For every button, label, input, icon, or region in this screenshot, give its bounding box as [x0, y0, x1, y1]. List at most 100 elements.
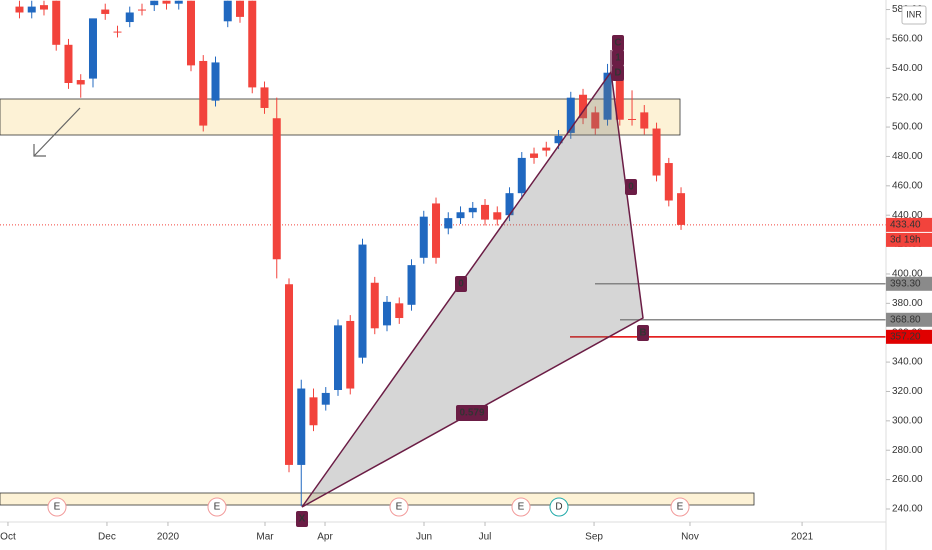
currency: INR — [906, 9, 922, 19]
candle-body — [579, 94, 588, 119]
pattern-label-box — [455, 276, 467, 292]
candle-body — [652, 128, 661, 176]
candle-body — [358, 244, 367, 358]
plot-area: E E E E D E — [0, 0, 886, 517]
y-tick-label: 240.00 — [892, 504, 923, 515]
candle-body — [52, 0, 61, 45]
price-tag-label: 433.40 — [890, 220, 921, 231]
pattern-label: 0.579 — [459, 408, 484, 419]
pattern-label: D — [614, 68, 621, 79]
pattern-label: 0 — [628, 182, 634, 193]
event-label: E — [54, 502, 61, 513]
candle-body — [27, 6, 36, 13]
candle-body — [615, 80, 624, 120]
candle-body — [285, 284, 294, 465]
y-tick-label: 440.00 — [892, 210, 923, 221]
x-tick-label: Jun — [416, 532, 432, 543]
candle-body — [664, 163, 673, 201]
pattern-label: 0 — [458, 279, 464, 290]
pattern-label-box — [625, 179, 637, 195]
price-tag-label: 368.80 — [890, 314, 921, 325]
y-tick-label: 320.00 — [892, 386, 923, 397]
x-tick-label: 2020 — [157, 532, 180, 543]
candle-body — [603, 72, 612, 120]
candle-body — [199, 60, 208, 126]
candle-body — [113, 31, 122, 33]
candle-body — [591, 112, 600, 129]
candle-body — [419, 216, 428, 258]
x-tick-label: Mar — [256, 532, 274, 543]
candle-body — [481, 204, 490, 220]
arrow — [33, 107, 81, 157]
pattern-label-box — [612, 35, 624, 51]
candle-body — [260, 87, 269, 108]
event-label: D — [555, 502, 562, 513]
event-marker — [549, 497, 569, 517]
candle-body — [64, 44, 73, 83]
currency-box[interactable] — [901, 5, 927, 25]
y-tick-label: 340.00 — [892, 357, 923, 368]
price-tag — [886, 312, 932, 327]
candle-body — [530, 153, 539, 158]
x-tick-label: Nov — [681, 532, 699, 543]
candle-body — [101, 9, 110, 14]
countdown-tag — [886, 232, 932, 247]
candle-body — [493, 212, 502, 220]
event-label: E — [677, 502, 684, 513]
candle-body — [468, 207, 477, 213]
price-tag — [886, 329, 932, 344]
y-tick-label: 480.00 — [892, 151, 923, 162]
pattern-label: C — [614, 38, 621, 49]
price-tag-label: 357.20 — [890, 331, 921, 342]
y-tick-label: 540.00 — [892, 63, 923, 74]
x-tick-label: Jul — [479, 532, 492, 543]
event-marker — [670, 497, 690, 517]
countdown: 3d 19h — [890, 235, 921, 246]
candle-body — [309, 397, 318, 426]
x-tick-label: Sep — [585, 532, 603, 543]
y-tick-label: 400.00 — [892, 269, 923, 280]
candle-body — [395, 303, 404, 319]
candle-body — [517, 157, 526, 194]
candle-body — [566, 97, 575, 133]
candle-body — [383, 301, 392, 326]
candle-body — [456, 212, 465, 219]
candle-body — [248, 0, 257, 88]
annotations: C 1 D 0 0.579 0 B X — [296, 35, 649, 527]
event-label: E — [518, 502, 525, 513]
candle-body — [125, 12, 134, 23]
pattern-label-box — [296, 511, 308, 527]
candle-body — [223, 0, 232, 22]
candle-body — [432, 203, 441, 258]
candle-body — [272, 118, 281, 260]
y-tick-label: 300.00 — [892, 415, 923, 426]
price-tag — [886, 217, 932, 232]
candle-body — [297, 388, 306, 465]
candle-body — [346, 320, 355, 389]
zone-box — [0, 492, 755, 506]
x-tick-label: Dec — [98, 532, 116, 543]
pattern-label: B — [639, 328, 646, 339]
y-tick-label: 260.00 — [892, 474, 923, 485]
candle-body — [88, 18, 97, 79]
pattern-label: X — [299, 514, 306, 525]
y-tick-label: 520.00 — [892, 92, 923, 103]
candle-body — [677, 193, 686, 225]
y-tick-label: 280.00 — [892, 445, 923, 456]
candle-body — [150, 0, 159, 6]
candle-body — [628, 118, 637, 120]
event-label: E — [396, 502, 403, 513]
candle-body — [370, 282, 379, 329]
candle-body — [235, 0, 244, 17]
y-tick-label: 500.00 — [892, 122, 923, 133]
arrow-head — [33, 144, 46, 157]
candle-body — [39, 5, 48, 10]
price-lines — [0, 224, 886, 338]
event-marker — [207, 497, 227, 517]
candle-body — [640, 112, 649, 129]
candle-body — [162, 0, 171, 4]
event-marker — [389, 497, 409, 517]
x-tick-label: Apr — [317, 532, 333, 543]
